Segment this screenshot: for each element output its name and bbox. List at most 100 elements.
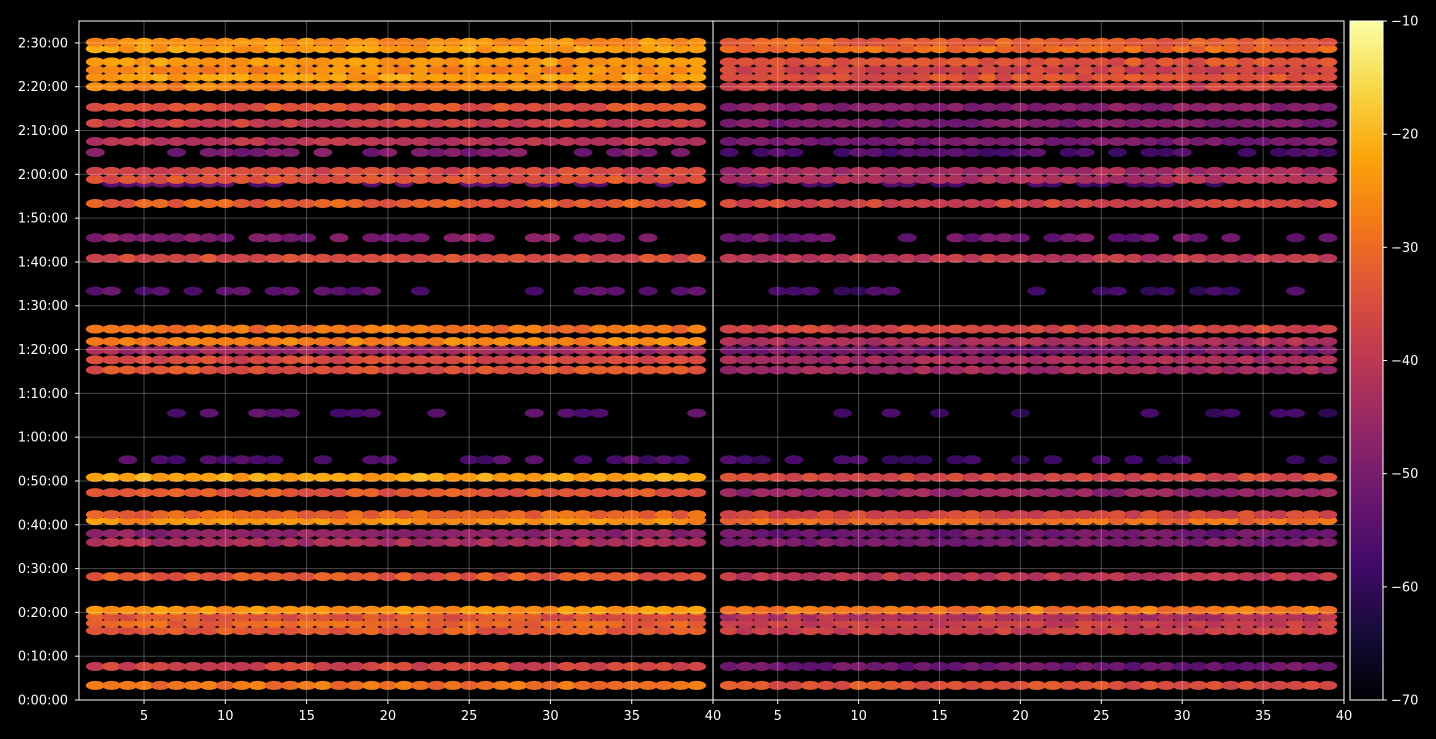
- cell-left-t3930-x19: [362, 408, 382, 418]
- cell-right-t4790-x38: [1302, 345, 1322, 355]
- cell-left-t1140-x9: [199, 612, 219, 622]
- cell-right-t1690-x22: [1043, 572, 1063, 582]
- cell-left-t460-x12: [248, 661, 268, 671]
- cell-right-t1140-x14: [913, 612, 933, 622]
- cell-left-t2160-x10: [215, 537, 235, 547]
- cell-left-t950-x2: [85, 626, 105, 636]
- cell-left-t4520-x17: [329, 365, 349, 375]
- cell-right-t7500-x21: [1027, 147, 1047, 157]
- cell-left-t7130-x34: [606, 174, 625, 184]
- cell-left-t2840-x28: [508, 488, 528, 498]
- cell-left-t4520-x13: [264, 365, 284, 375]
- cell-left-t7240-x23: [427, 166, 447, 176]
- cell-left-t460-x30: [540, 661, 560, 671]
- cell-right-t5080-x32: [1205, 324, 1225, 334]
- cell-left-t9010-x32: [573, 37, 593, 47]
- cell-left-t2160-x8: [183, 537, 203, 547]
- cell-right-t7500-x17: [962, 147, 982, 157]
- cell-left-t2840-x2: [85, 488, 105, 498]
- cell-right-t1690-x18: [978, 572, 998, 582]
- cell-left-t200-x39: [687, 680, 707, 690]
- cell-left-t4520-x15: [297, 365, 317, 375]
- cell-left-t7500-x23: [427, 147, 447, 157]
- cell-right-t8630-x12: [881, 65, 901, 75]
- cell-right-t1140-x23: [1059, 612, 1079, 622]
- cell-left-t8920-x20: [378, 44, 398, 54]
- cell-right-t200-x8: [816, 680, 836, 690]
- cell-right-t7900-x32: [1205, 118, 1225, 128]
- cell-left-t4660-x22: [410, 355, 430, 365]
- cell-left-t6800-x38: [671, 199, 690, 208]
- cell-left-t4790-x39: [687, 345, 707, 355]
- cell-right-t460-x34: [1237, 661, 1257, 671]
- cell-left-t2540-x20: [378, 510, 398, 520]
- cell-left-t5080-x27: [492, 324, 512, 334]
- cell-right-t1230-x33: [1221, 605, 1241, 615]
- cell-left-t4790-x15: [297, 345, 317, 355]
- cell-right-t7130-x32: [1205, 174, 1225, 184]
- cell-left-t6800-x10: [215, 199, 235, 208]
- cell-right-t2540-x34: [1237, 510, 1257, 520]
- cell-right-t8630-x39: [1318, 65, 1338, 75]
- cell-left-t200-x9: [199, 680, 219, 690]
- cell-right-t3290-x2: [719, 455, 739, 465]
- cell-left-t9010-x10: [215, 37, 235, 47]
- cell-left-t1050-x38: [671, 618, 690, 628]
- cell-left-t8920-x15: [297, 44, 317, 54]
- cell-left-t8400-x32: [573, 82, 593, 92]
- cell-left-t8630-x26: [475, 65, 495, 75]
- cell-left-t1140-x37: [654, 612, 674, 622]
- cell-left-t6800-x33: [589, 199, 609, 208]
- cell-left-t1050-x31: [557, 618, 577, 628]
- cell-right-t5080-x21: [1027, 324, 1047, 334]
- cell-right-t3050-x37: [1286, 472, 1305, 482]
- cell-left-t6050-x5: [134, 253, 154, 263]
- cell-right-t2540-x5: [768, 510, 788, 520]
- cell-right-t4910-x22: [1043, 337, 1063, 346]
- cell-left-t2540-x3: [102, 510, 121, 520]
- cell-left-t4790-x14: [280, 345, 300, 355]
- cell-left-t7130-x28: [508, 174, 528, 184]
- cell-left-t2280-x21: [394, 529, 414, 538]
- cell-left-t9010-x20: [378, 37, 398, 47]
- cell-left-t950-x8: [183, 626, 203, 636]
- x-tick-label-left-15: 15: [298, 709, 315, 724]
- cell-left-t8530-x22: [410, 72, 430, 82]
- cell-right-t950-x8: [816, 626, 836, 636]
- cell-right-t4910-x11: [865, 337, 885, 346]
- cell-left-t5600-x8: [183, 286, 203, 296]
- cell-left-t8920-x34: [606, 44, 625, 54]
- cell-right-t7500-x10: [849, 147, 869, 157]
- cell-left-t7650-x5: [134, 137, 154, 146]
- cell-left-t1230-x8: [183, 605, 203, 615]
- cell-left-t6330-x4: [118, 233, 138, 243]
- cell-left-t2540-x16: [313, 510, 333, 520]
- cell-right-t4520-x9: [832, 365, 852, 375]
- cell-right-t9010-x26: [1108, 37, 1127, 47]
- cell-right-t8530-x29: [1156, 72, 1176, 82]
- cell-right-t2840-x39: [1318, 488, 1338, 498]
- cell-left-t2160-x34: [606, 537, 625, 547]
- cell-right-t5080-x35: [1253, 324, 1273, 334]
- cell-right-t3050-x14: [913, 472, 933, 482]
- cell-right-t7500-x13: [897, 147, 917, 157]
- cell-left-t2160-x2: [85, 537, 105, 547]
- cell-left-t2840-x21: [394, 488, 414, 498]
- cell-right-t6800-x35: [1253, 199, 1273, 208]
- cell-right-t5600-x21: [1027, 286, 1047, 296]
- cell-left-t8740-x19: [362, 57, 382, 67]
- cell-right-t7650-x19: [994, 137, 1014, 146]
- cell-left-t950-x36: [638, 626, 658, 636]
- cell-right-t1690-x28: [1140, 572, 1160, 582]
- cell-right-t7130-x16: [946, 174, 966, 184]
- cell-right-t6800-x27: [1124, 199, 1144, 208]
- cell-right-t6330-x28: [1140, 233, 1160, 243]
- x-tick-label-left-25: 25: [461, 709, 478, 724]
- cell-left-t2280-x6: [150, 529, 170, 538]
- cell-right-t1050-x9: [832, 618, 852, 628]
- cell-right-t1050-x13: [897, 618, 917, 628]
- cell-left-t3050-x33: [589, 472, 609, 482]
- cell-right-t2540-x38: [1302, 510, 1322, 520]
- cell-right-t8120-x26: [1108, 102, 1127, 112]
- cell-right-t8740-x8: [816, 57, 836, 67]
